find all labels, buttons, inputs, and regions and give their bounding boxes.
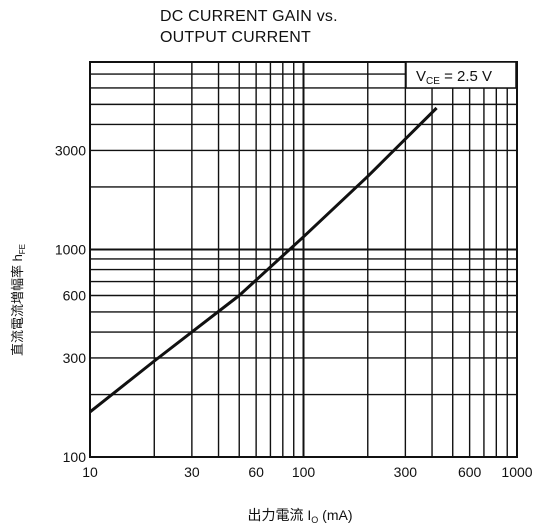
plot-frame: [89, 61, 518, 458]
y-tick-label: 3000: [55, 142, 86, 158]
y-tick-label: 300: [63, 350, 87, 366]
x-tick-label: 600: [458, 464, 482, 480]
chart-title-line-1: DC CURRENT GAIN vs.: [160, 8, 338, 25]
svg-text:VCE = 2.5 V: VCE = 2.5 V: [416, 68, 492, 87]
y-tick-label: 600: [63, 287, 87, 303]
x-axis-label-sub: O: [311, 515, 318, 525]
grid: [90, 62, 517, 457]
x-tick-label: 60: [248, 464, 264, 480]
x-tick-label: 100: [292, 464, 316, 480]
series-layer: [89, 106, 438, 414]
annotation-prefix: V: [416, 68, 426, 85]
x-tick-label: 300: [394, 464, 418, 480]
x-tick-label: 1000: [501, 464, 532, 480]
y-tick-label: 100: [63, 449, 87, 465]
annotation-box: VCE = 2.5 V: [405, 61, 517, 89]
y-axis-label-sub: FE: [18, 244, 27, 254]
annotation-subscript: CE: [426, 76, 440, 87]
x-axis-label-unit: (mA): [318, 507, 352, 523]
x-tick-label: 10: [82, 464, 98, 480]
x-tick-label: 30: [184, 464, 200, 480]
y-axis-label: 直流電流増幅率 hFE: [10, 244, 27, 356]
x-tick-labels: 10 30 60 100 300 600 1000: [82, 464, 533, 480]
y-tick-labels: 100 300 600 1000 3000: [55, 142, 86, 465]
series-line: [89, 106, 438, 414]
x-axis-label-main: 出力電流 I: [247, 507, 311, 523]
chart-title-line-2: OUTPUT CURRENT: [160, 29, 311, 46]
annotation-value: = 2.5 V: [440, 68, 492, 85]
y-tick-label: 1000: [55, 241, 86, 257]
y-axis-label-main: 直流電流増幅率 h: [10, 254, 25, 356]
x-axis-label: 出力電流 IO (mA): [247, 507, 352, 525]
